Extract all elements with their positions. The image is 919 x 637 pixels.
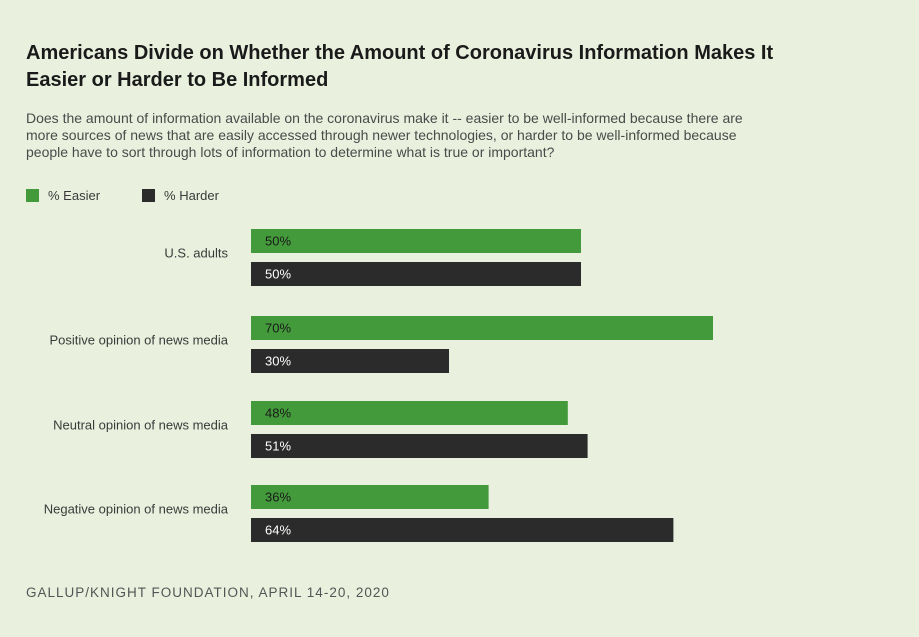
bar-harder — [251, 434, 588, 458]
category-label: Neutral opinion of news media — [53, 418, 229, 433]
bar-easier — [251, 485, 489, 509]
chart-title: Americans Divide on Whether the Amount o… — [26, 42, 774, 91]
legend: % Easier % Harder — [26, 188, 261, 203]
legend-label-easier: % Easier — [48, 188, 101, 203]
legend-swatch-easier — [26, 189, 39, 202]
bar-harder — [251, 518, 674, 542]
data-label: 36% — [265, 490, 291, 505]
data-label: 30% — [265, 354, 291, 369]
bar-easier — [251, 316, 713, 340]
legend-item-easier: % Easier — [26, 188, 100, 203]
category-label: U.S. adults — [164, 246, 228, 261]
data-label: 50% — [265, 234, 291, 249]
data-label: 48% — [265, 406, 291, 421]
category-label: Negative opinion of news media — [44, 502, 229, 517]
bar-harder — [251, 349, 449, 373]
data-label: 64% — [265, 523, 291, 538]
bar-easier — [251, 229, 581, 253]
source-note: GALLUP/KNIGHT FOUNDATION, APRIL 14-20, 2… — [26, 585, 390, 600]
data-label: 51% — [265, 439, 291, 454]
bar-harder — [251, 262, 581, 286]
bar-easier — [251, 401, 568, 425]
data-label: 50% — [265, 267, 291, 282]
legend-label-harder: % Harder — [164, 188, 219, 203]
chart-subtitle: Does the amount of information available… — [26, 110, 743, 160]
legend-swatch-harder — [142, 189, 156, 202]
legend-item-harder: % Harder — [142, 188, 219, 203]
category-label: Positive opinion of news media — [50, 333, 229, 348]
data-label: 70% — [265, 321, 291, 336]
